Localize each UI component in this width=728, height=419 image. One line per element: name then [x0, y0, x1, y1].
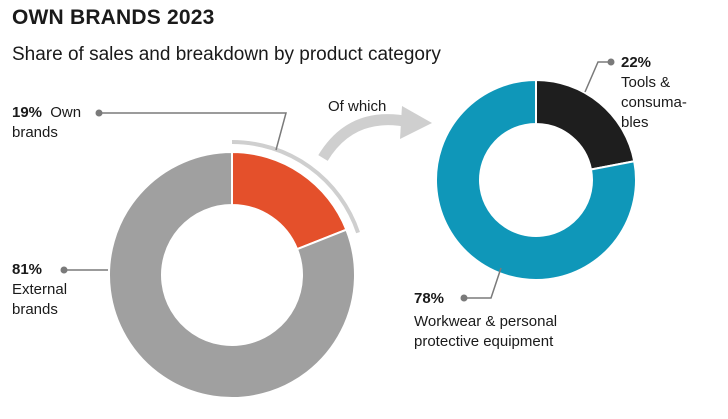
donut-right-slice-0 — [535, 78, 636, 171]
label-own-brands-line2: brands — [12, 124, 58, 141]
label-external-brands-line2: brands — [12, 301, 58, 318]
highlight-bracket — [231, 140, 360, 234]
leader-dot-external-brands — [60, 266, 68, 274]
label-tools: 22% Tools & consuma- bles — [621, 54, 691, 131]
donut-own-brands-breakdown — [435, 78, 637, 281]
donut-left-slice-0 — [231, 150, 348, 251]
label-tools-line3: bles — [621, 114, 649, 131]
label-own-brands: 19% Own brands — [12, 104, 85, 141]
connector-arrowhead — [400, 106, 432, 139]
label-tools-line1: Tools & — [621, 74, 670, 91]
donut-left-slice-1 — [108, 150, 356, 399]
donut-own-brands — [108, 150, 356, 399]
label-workwear: 78% Workwear & personal protective equip… — [414, 290, 561, 350]
label-external-brands: 81% External brands — [12, 261, 71, 318]
leader-dot-tools — [607, 58, 615, 66]
label-workwear-pct: 78% — [414, 290, 444, 307]
label-workwear-line2: protective equipment — [414, 333, 554, 350]
donut-right-slice-1 — [435, 78, 637, 281]
label-own-brands-line1: Own — [50, 104, 81, 121]
chart-title: OWN BRANDS 2023 — [12, 6, 215, 29]
leader-dot-workwear — [460, 294, 468, 302]
label-external-brands-pct: 81% — [12, 261, 42, 278]
label-workwear-line1: Workwear & personal — [414, 313, 557, 330]
leader-line-workwear — [464, 267, 502, 299]
leader-line-tools — [584, 61, 611, 93]
leader-dot-own-brands — [95, 109, 103, 117]
label-tools-line2: consuma- — [621, 94, 687, 111]
chart-subtitle: Share of sales and breakdown by product … — [12, 44, 441, 65]
label-own-brands-pct: 19% — [12, 104, 42, 121]
leader-lines — [60, 58, 615, 302]
label-tools-pct: 22% — [621, 54, 651, 71]
connector-arrow — [318, 114, 412, 161]
connector-label: Of which — [328, 98, 386, 115]
label-external-brands-line1: External — [12, 281, 67, 298]
leader-line-own-brands — [99, 112, 287, 151]
